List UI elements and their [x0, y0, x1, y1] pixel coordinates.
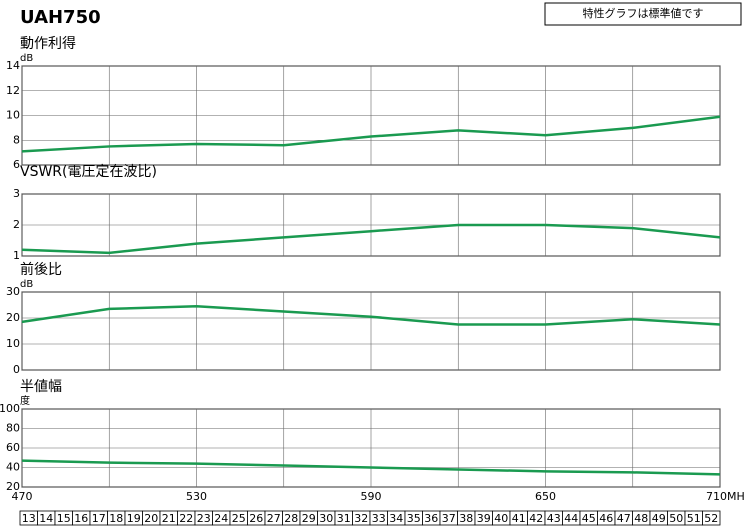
y-tick-label: 2	[13, 218, 20, 231]
channel-label: 22	[179, 512, 193, 525]
channel-label: 23	[197, 512, 211, 525]
y-unit: dB	[20, 279, 33, 290]
channel-label: 21	[162, 512, 176, 525]
y-tick-label: 10	[6, 109, 20, 122]
y-tick-label: 12	[6, 84, 20, 97]
channel-label: 35	[407, 512, 421, 525]
data-line	[21, 459, 721, 476]
channel-label: 15	[57, 512, 71, 525]
channel-label: 16	[74, 512, 88, 525]
data-line	[21, 223, 721, 255]
channel-label: 40	[494, 512, 508, 525]
channel-label: 52	[704, 512, 718, 525]
channel-label: 24	[214, 512, 228, 525]
channel-label: 26	[249, 512, 263, 525]
y-tick-label: 30	[6, 285, 20, 298]
x-tick-label: 650	[535, 490, 556, 503]
y-tick-label: 80	[6, 422, 20, 435]
channel-label: 19	[127, 512, 141, 525]
channel-cell	[702, 510, 721, 526]
panel-title: 前後比	[20, 261, 62, 278]
data-line	[21, 115, 721, 153]
channel-label: 48	[634, 512, 648, 525]
channel-label: 31	[337, 512, 351, 525]
channel-label: 49	[652, 512, 666, 525]
channel-label: 39	[477, 512, 491, 525]
channel-label: 36	[424, 512, 438, 525]
panel-title: 半値幅	[20, 379, 62, 395]
channel-label: 46	[599, 512, 613, 525]
channel-label: 37	[442, 512, 456, 525]
channel-label: 41	[512, 512, 526, 525]
panel-title: 動作利得	[20, 35, 76, 52]
y-tick-label: 60	[6, 441, 20, 454]
channel-label: 17	[92, 512, 106, 525]
x-tick-label: 470	[12, 490, 33, 503]
channel-label: 25	[232, 512, 246, 525]
note-box	[544, 2, 742, 26]
channel-label: 42	[529, 512, 543, 525]
channel-label: 43	[547, 512, 561, 525]
y-tick-label: 20	[6, 311, 20, 324]
channel-label: 47	[617, 512, 631, 525]
note: 特性グラフは標準値です	[583, 6, 704, 20]
channel-label: 45	[582, 512, 596, 525]
channel-label: 38	[459, 512, 473, 525]
y-tick-label: 8	[13, 133, 20, 146]
channel-label: 30	[319, 512, 333, 525]
y-tick-label: 1	[13, 249, 20, 262]
x-tick-label: 590	[361, 490, 382, 503]
x-tick-label: 710MHz	[706, 490, 745, 503]
y-unit: dB	[20, 53, 33, 64]
channel-label: 28	[284, 512, 298, 525]
y-tick-label: 10	[6, 337, 20, 350]
y-tick-label: 14	[6, 59, 20, 72]
channel-label: 44	[564, 512, 578, 525]
y-tick-label: 0	[13, 363, 20, 376]
channel-label: 20	[144, 512, 158, 525]
y-unit: 度	[20, 394, 30, 407]
channel-label: 32	[354, 512, 368, 525]
channel-label: 50	[669, 512, 683, 525]
channel-label: 18	[109, 512, 123, 525]
data-line	[21, 305, 721, 326]
y-tick-label: 40	[6, 461, 20, 474]
y-tick-label: 6	[13, 158, 20, 171]
product-title: UAH750	[20, 7, 101, 28]
channel-label: 14	[39, 512, 53, 525]
channel-label: 34	[389, 512, 403, 525]
y-tick-label: 100	[0, 402, 20, 415]
channel-label: 29	[302, 512, 316, 525]
channel-label: 33	[372, 512, 386, 525]
channel-label: 27	[267, 512, 281, 525]
channel-label: 51	[687, 512, 701, 525]
channel-label: 13	[22, 512, 36, 525]
x-tick-label: 530	[186, 490, 207, 503]
y-tick-label: 20	[6, 480, 20, 493]
panel-title: VSWR(電圧定在波比)	[20, 164, 157, 180]
y-tick-label: 3	[13, 187, 20, 200]
